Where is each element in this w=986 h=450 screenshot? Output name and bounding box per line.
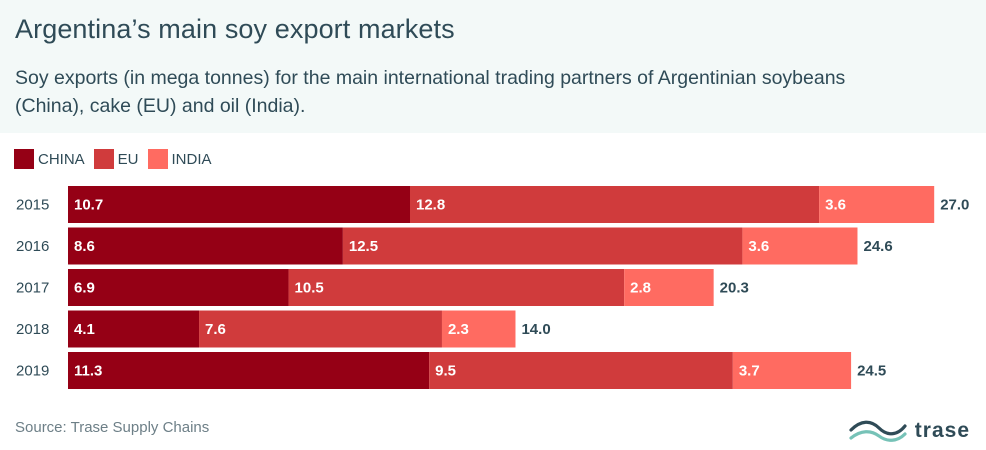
- page-subtitle: Soy exports (in mega tonnes) for the mai…: [15, 67, 846, 117]
- legend-item-india: INDIA: [147, 149, 212, 169]
- bar-china-2016: [68, 227, 343, 265]
- trase-logo-icon: [849, 420, 907, 442]
- header-band: [0, 0, 986, 133]
- legend-swatch-india: [147, 149, 168, 169]
- bar-eu-2015: [410, 186, 820, 223]
- value-label-eu-2016: 12.5: [349, 238, 378, 255]
- value-label-eu-2017: 10.5: [295, 280, 324, 297]
- value-label-china-2018: 4.1: [74, 321, 95, 338]
- bar-india-2019: [732, 352, 852, 389]
- legend-label-china: CHINA: [38, 150, 85, 168]
- legend-swatch-eu: [93, 149, 114, 169]
- bar-india-2015: [819, 186, 935, 223]
- bar-eu-2017: [288, 269, 625, 306]
- trase-logo-text: trase: [914, 419, 970, 442]
- bar-eu-2019: [429, 352, 733, 389]
- year-label-2018: 2018: [16, 321, 49, 338]
- value-label-india-2015: 3.6: [825, 197, 846, 214]
- value-label-india-2018: 2.3: [448, 321, 469, 338]
- total-label-2017: 20.3: [720, 280, 749, 297]
- bar-eu-2016: [342, 227, 743, 265]
- value-label-india-2019: 3.7: [739, 363, 760, 380]
- total-label-2019: 24.5: [857, 363, 886, 380]
- value-label-china-2019: 11.3: [74, 363, 102, 380]
- value-label-eu-2019: 9.5: [435, 363, 456, 380]
- legend-label-india: INDIA: [171, 150, 212, 168]
- value-label-china-2015: 10.7: [74, 197, 103, 214]
- year-label-2017: 2017: [16, 280, 49, 297]
- bar-eu-2018: [199, 310, 442, 348]
- year-label-2016: 2016: [16, 238, 49, 255]
- chart-legend: CHINA EU INDIA: [14, 149, 221, 169]
- bar-india-2016: [742, 227, 858, 265]
- stacked-bar-chart: 2015 10.7 12.8 3.6 27.0 2016 8.6 12.5 3.6 24.6 201…: [16, 186, 969, 389]
- legend-swatch-china: [14, 149, 34, 169]
- value-label-india-2016: 3.6: [748, 238, 769, 255]
- bar-china-2017: [68, 269, 289, 306]
- page-title: Argentina’s main soy export markets: [15, 14, 455, 44]
- year-label-2015: 2015: [16, 197, 49, 214]
- total-label-2015: 27.0: [940, 197, 969, 214]
- year-label-2019: 2019: [16, 363, 49, 380]
- legend-item-eu: EU: [93, 149, 139, 169]
- value-label-india-2017: 2.8: [630, 280, 651, 297]
- value-label-eu-2018: 7.6: [205, 321, 226, 338]
- value-label-china-2016: 8.6: [74, 238, 95, 255]
- bar-china-2018: [68, 310, 200, 348]
- legend-item-china: CHINA: [14, 149, 85, 169]
- bar-india-2017: [624, 269, 714, 306]
- total-label-2016: 24.6: [863, 238, 892, 255]
- bar-india-2018: [441, 310, 516, 348]
- value-label-eu-2015: 12.8: [416, 197, 445, 214]
- value-label-china-2017: 6.9: [74, 280, 95, 297]
- total-label-2018: 14.0: [521, 321, 550, 338]
- bar-china-2019: [68, 352, 430, 389]
- source-note: Source: Trase Supply Chains: [15, 419, 210, 436]
- trase-logo: trase: [849, 418, 970, 444]
- legend-label-eu: EU: [117, 150, 139, 168]
- bar-china-2015: [68, 186, 411, 223]
